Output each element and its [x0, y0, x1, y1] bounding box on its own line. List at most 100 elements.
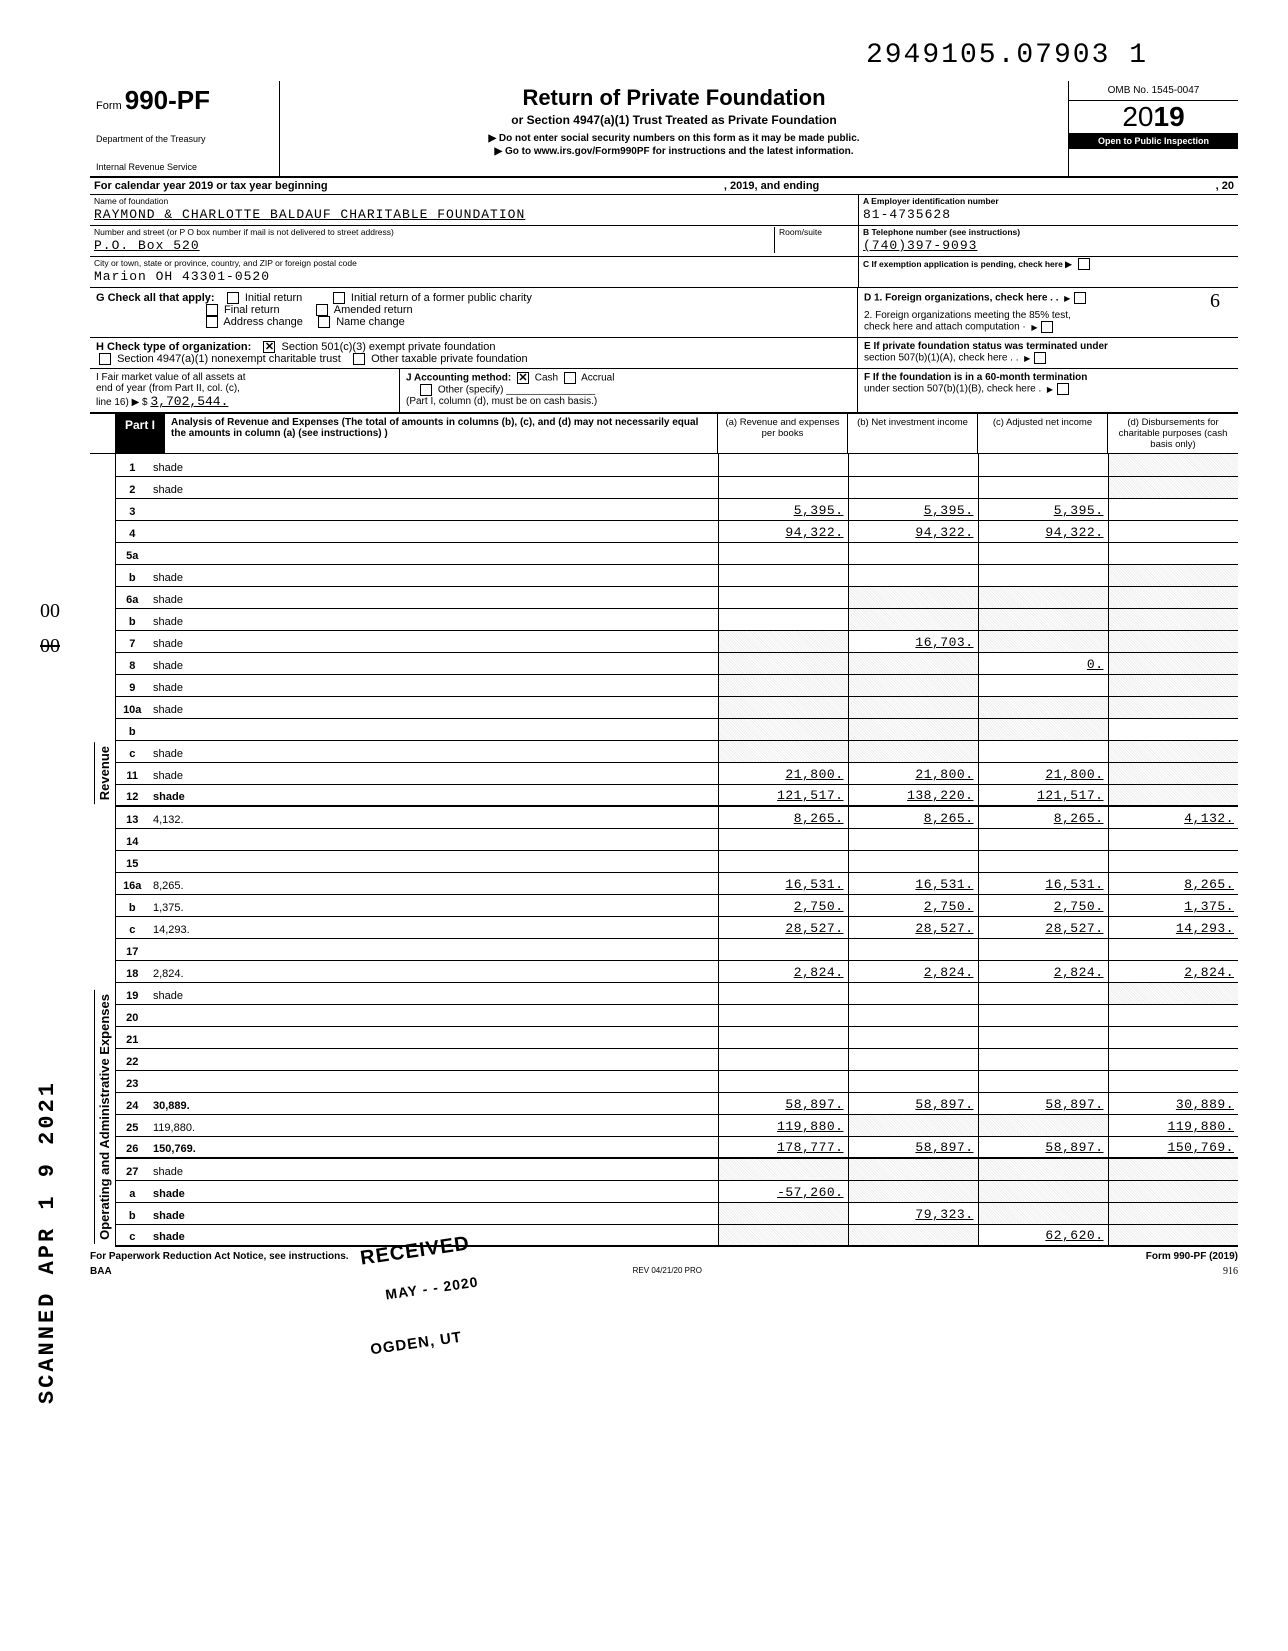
row-number: 24	[115, 1092, 149, 1114]
row-g: G Check all that apply: Initial return I…	[90, 288, 1238, 338]
d2b-label: check here and attach computation ·	[864, 322, 1026, 333]
received-date-stamp: MAY - - 2020	[384, 1274, 479, 1303]
j-cash: Cash	[535, 373, 558, 384]
cell-col-c: 2,750.	[978, 894, 1108, 916]
checkbox-address[interactable]	[206, 316, 218, 328]
cell-col-d	[1108, 762, 1238, 784]
c-checkbox[interactable]	[1078, 258, 1090, 270]
cell-col-d	[1108, 1202, 1238, 1224]
open-inspection: Open to Public Inspection	[1069, 133, 1238, 149]
col-c-header: (c) Adjusted net income	[978, 414, 1108, 453]
cell-col-d: 8,265.	[1108, 872, 1238, 894]
row-number: 18	[115, 960, 149, 982]
scanned-stamp: SCANNED APR 1 9 2021	[35, 1080, 60, 1404]
cell-col-c: 8,265.	[978, 806, 1108, 828]
cell-col-d: 119,880.	[1108, 1114, 1238, 1136]
cell-col-d	[1108, 1048, 1238, 1070]
cell-col-b	[848, 696, 978, 718]
cell-col-d	[1108, 1026, 1238, 1048]
handwritten-mark: 00	[40, 600, 60, 623]
row-desc	[149, 1070, 718, 1092]
checkbox-name[interactable]	[318, 316, 330, 328]
f1-label: F If the foundation is in a 60-month ter…	[864, 372, 1087, 383]
checkbox-501c3[interactable]: ✕	[263, 341, 275, 353]
footer-right: Form 990-PF (2019)	[1146, 1251, 1238, 1262]
checkbox-other-taxable[interactable]	[353, 353, 365, 365]
f2-label: under section 507(b)(1)(B), check here .	[864, 384, 1041, 395]
row-number: 19	[115, 982, 149, 1004]
cell-col-b: 5,395.	[848, 498, 978, 520]
tel-value: (740)397-9093	[863, 238, 1234, 253]
checkbox-accrual[interactable]	[564, 372, 576, 384]
col-b-header: (b) Net investment income	[848, 414, 978, 453]
row-desc: shade	[149, 630, 718, 652]
col-a-header: (a) Revenue and expenses per books	[718, 414, 848, 453]
row-number: 3	[115, 498, 149, 520]
row-desc: shade	[149, 762, 718, 784]
cell-col-a	[718, 652, 848, 674]
row-desc: shade	[149, 476, 718, 498]
row-number: a	[115, 1180, 149, 1202]
row-desc: shade	[149, 740, 718, 762]
omb-number: OMB No. 1545-0047	[1069, 81, 1238, 101]
cell-col-d	[1108, 1224, 1238, 1246]
row-number: 8	[115, 652, 149, 674]
page-footer: For Paperwork Reduction Act Notice, see …	[90, 1251, 1238, 1262]
cal-prefix: For calendar year 2019 or tax year begin…	[94, 180, 328, 192]
checkbox-4947[interactable]	[99, 353, 111, 365]
row-desc	[149, 1004, 718, 1026]
row-desc: shade	[149, 674, 718, 696]
name-label: Name of foundation	[94, 196, 854, 206]
cell-col-a	[718, 674, 848, 696]
row-number: b	[115, 564, 149, 586]
cell-col-c	[978, 1114, 1108, 1136]
handwritten-mark: 6	[1210, 290, 1220, 313]
g-namechg: Name change	[336, 316, 405, 328]
handwritten-mark: 00	[40, 635, 60, 658]
checkbox-other-method[interactable]	[420, 384, 432, 396]
cell-col-b	[848, 652, 978, 674]
cell-col-d: 4,132.	[1108, 806, 1238, 828]
ein-value: 81-4735628	[863, 207, 1234, 222]
row-number: 25	[115, 1114, 149, 1136]
cell-col-c	[978, 674, 1108, 696]
checkbox-final[interactable]	[206, 304, 218, 316]
d1-checkbox[interactable]	[1074, 292, 1086, 304]
f-checkbox[interactable]	[1057, 383, 1069, 395]
form-instruction: ▶ Do not enter social security numbers o…	[288, 133, 1060, 144]
cell-col-d	[1108, 696, 1238, 718]
cell-col-a	[718, 1224, 848, 1246]
form-number: 990-PF	[125, 85, 210, 115]
checkbox-amended[interactable]	[316, 304, 328, 316]
cell-col-d	[1108, 586, 1238, 608]
checkbox-initial-former[interactable]	[333, 292, 345, 304]
cell-col-a: -57,260.	[718, 1180, 848, 1202]
row-number: 27	[115, 1158, 149, 1180]
row-desc	[149, 520, 718, 542]
row-desc: shade	[149, 454, 718, 476]
cell-col-c: 58,897.	[978, 1136, 1108, 1158]
cell-col-d	[1108, 828, 1238, 850]
cell-col-b: 58,897.	[848, 1136, 978, 1158]
footer-page: 916	[1223, 1266, 1238, 1277]
cell-col-a: 178,777.	[718, 1136, 848, 1158]
cell-col-b	[848, 982, 978, 1004]
g-initial: Initial return	[245, 292, 302, 304]
cell-col-b: 8,265.	[848, 806, 978, 828]
cell-col-b	[848, 1026, 978, 1048]
checkbox-initial[interactable]	[227, 292, 239, 304]
d2-checkbox[interactable]	[1041, 321, 1053, 333]
row-i: I Fair market value of all assets at end…	[90, 369, 1238, 414]
checkbox-cash[interactable]: ✕	[517, 372, 529, 384]
row-number: 9	[115, 674, 149, 696]
tel-label: B Telephone number (see instructions)	[863, 227, 1234, 237]
cell-col-d	[1108, 608, 1238, 630]
e-checkbox[interactable]	[1034, 352, 1046, 364]
cell-col-c	[978, 1158, 1108, 1180]
i-line3: line 16) ▶ $	[96, 397, 148, 408]
row-desc	[149, 718, 718, 740]
row-desc: shade	[149, 982, 718, 1004]
row-number: b	[115, 1202, 149, 1224]
cell-col-d	[1108, 982, 1238, 1004]
cell-col-c	[978, 564, 1108, 586]
